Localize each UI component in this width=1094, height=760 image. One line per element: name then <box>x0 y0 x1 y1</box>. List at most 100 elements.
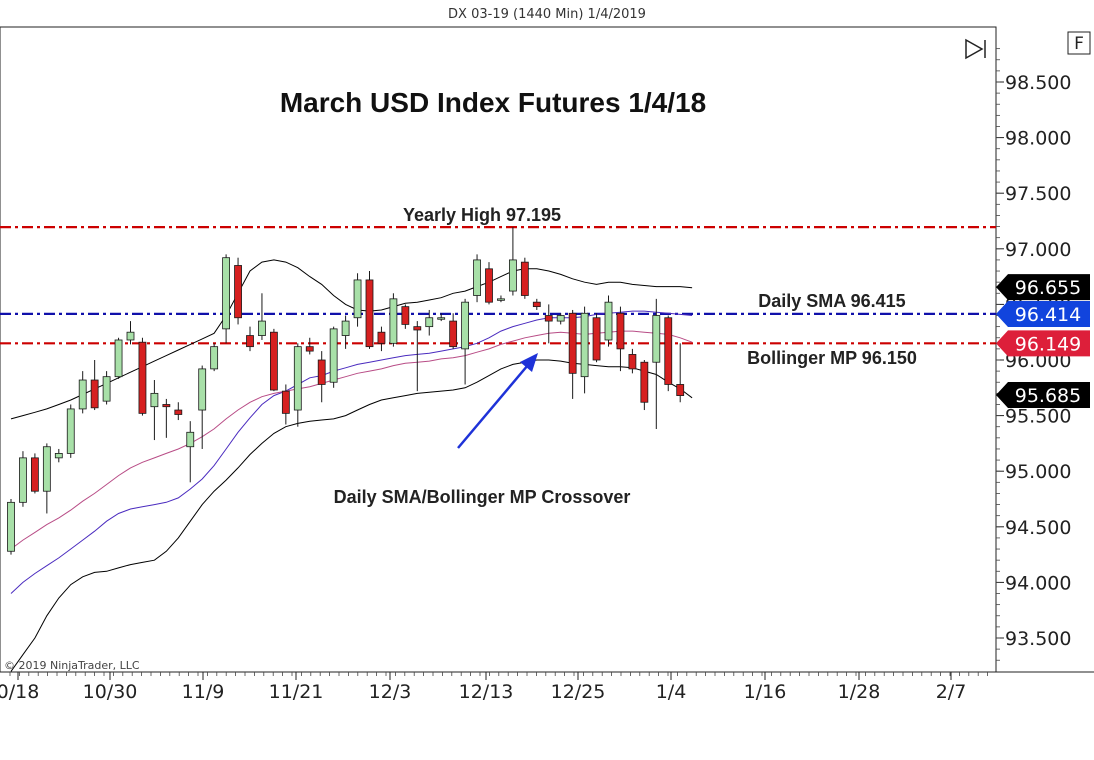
price-badge-label: 96.655 <box>1015 277 1081 299</box>
indicator-sma_line <box>10 310 693 594</box>
plot-area[interactable] <box>0 26 997 673</box>
candle-16 <box>198 365 207 449</box>
x-tick-label: 1/4 <box>656 681 687 703</box>
candle-51 <box>616 306 625 372</box>
candle-36 <box>437 313 446 322</box>
candle-body <box>401 306 410 325</box>
price-badge-shape <box>996 300 1090 327</box>
candle-15 <box>186 421 195 483</box>
candle-2 <box>30 453 39 494</box>
candles-group <box>7 227 685 555</box>
y-tick-label: 93.500 <box>1005 628 1071 650</box>
candle-0 <box>7 499 15 555</box>
candle-body <box>186 431 195 448</box>
price-badges: 96.655 96.414 96.149 95.685 <box>996 274 1090 409</box>
x-tick-label: 2/7 <box>936 681 967 703</box>
candle-40 <box>485 262 493 305</box>
price-badge-shape <box>996 382 1090 409</box>
candle-20 <box>246 326 254 352</box>
y-tick-label: 98.000 <box>1005 128 1071 150</box>
candle-body <box>54 453 63 459</box>
candle-12 <box>150 380 159 441</box>
indicator-mid_line <box>10 330 693 550</box>
candle-body <box>449 320 458 348</box>
y-tick-label: 98.500 <box>1005 72 1071 94</box>
candle-body <box>329 328 338 383</box>
candle-body <box>162 404 171 408</box>
candle-body <box>19 457 27 503</box>
f-button[interactable]: F <box>1067 31 1091 55</box>
candle-30 <box>365 271 374 349</box>
y-tick-label: 95.500 <box>1005 406 1071 428</box>
candle-body <box>520 261 529 296</box>
candle-39 <box>473 254 481 303</box>
x-tick-label: 1/28 <box>838 681 881 703</box>
candle-body <box>413 326 422 331</box>
candle-48 <box>580 306 589 394</box>
candle-18 <box>222 254 231 344</box>
level-lines-group <box>0 226 996 345</box>
price-badge-96.414: 96.414 <box>996 300 1090 327</box>
x-tick-label: 11/9 <box>182 681 225 703</box>
candle-1 <box>19 451 27 507</box>
candle-31 <box>377 326 386 352</box>
candle-body <box>365 279 374 348</box>
price-badge-label: 96.414 <box>1015 304 1081 326</box>
candle-body <box>341 320 350 336</box>
candle-body <box>377 331 386 344</box>
x-axis-ticks: 0/18 10/30 11/9 11/21 12/3 12/13 12/25 1/4 1/16 1… <box>0 672 988 703</box>
candle-body <box>604 301 613 341</box>
candle-26 <box>317 351 326 403</box>
candle-body <box>461 301 470 350</box>
price-badge-96.149: 96.149 <box>996 330 1090 357</box>
copyright-text: © 2019 NinjaTrader, LLC <box>4 659 140 672</box>
candle-24 <box>293 343 302 427</box>
candle-body <box>437 317 446 320</box>
candle-8 <box>102 371 111 405</box>
candle-44 <box>532 298 541 310</box>
y-tick-label: 94.000 <box>1005 572 1071 594</box>
candle-41 <box>497 295 505 303</box>
x-tick-label: 0/18 <box>0 681 39 703</box>
x-tick-label: 12/13 <box>459 681 514 703</box>
price-badge-96.655: 96.655 <box>996 274 1090 301</box>
x-tick-label: 11/21 <box>269 681 324 703</box>
candle-body <box>126 331 135 341</box>
candle-body <box>30 457 39 492</box>
candle-6 <box>78 371 87 414</box>
candle-5 <box>66 404 75 458</box>
candle-53 <box>640 360 649 411</box>
crossover-arrow <box>457 364 529 449</box>
candle-47 <box>568 309 577 399</box>
candle-50 <box>604 295 613 347</box>
candle-7 <box>90 360 99 411</box>
candle-body <box>114 339 123 378</box>
label-daily-sma: Daily SMA 96.415 <box>758 291 905 311</box>
label-crossover: Daily SMA/Bollinger MP Crossover <box>334 487 631 507</box>
candle-body <box>652 315 661 363</box>
candle-body <box>508 259 517 292</box>
candle-32 <box>389 293 398 347</box>
candle-4 <box>54 448 63 463</box>
candle-body <box>150 392 159 408</box>
candle-body <box>568 312 577 374</box>
candle-body <box>66 408 75 454</box>
price-badge-shape <box>996 330 1090 357</box>
candle-body <box>305 346 314 352</box>
y-tick-label: 97.500 <box>1005 183 1071 205</box>
candle-35 <box>425 309 434 336</box>
candle-body <box>281 390 290 414</box>
candle-9 <box>114 337 123 379</box>
skip-to-end-icon[interactable] <box>965 38 986 60</box>
crossover-arrowhead <box>520 353 538 372</box>
label-bollinger-mp: Bollinger MP 96.150 <box>747 348 917 368</box>
candle-body <box>425 317 434 328</box>
candle-body <box>138 341 147 414</box>
y-tick-label: 94.500 <box>1005 517 1071 539</box>
candle-54 <box>652 298 661 429</box>
candle-27 <box>329 326 338 388</box>
candle-body <box>293 346 302 411</box>
candle-14 <box>174 402 183 421</box>
candle-body <box>664 317 673 385</box>
